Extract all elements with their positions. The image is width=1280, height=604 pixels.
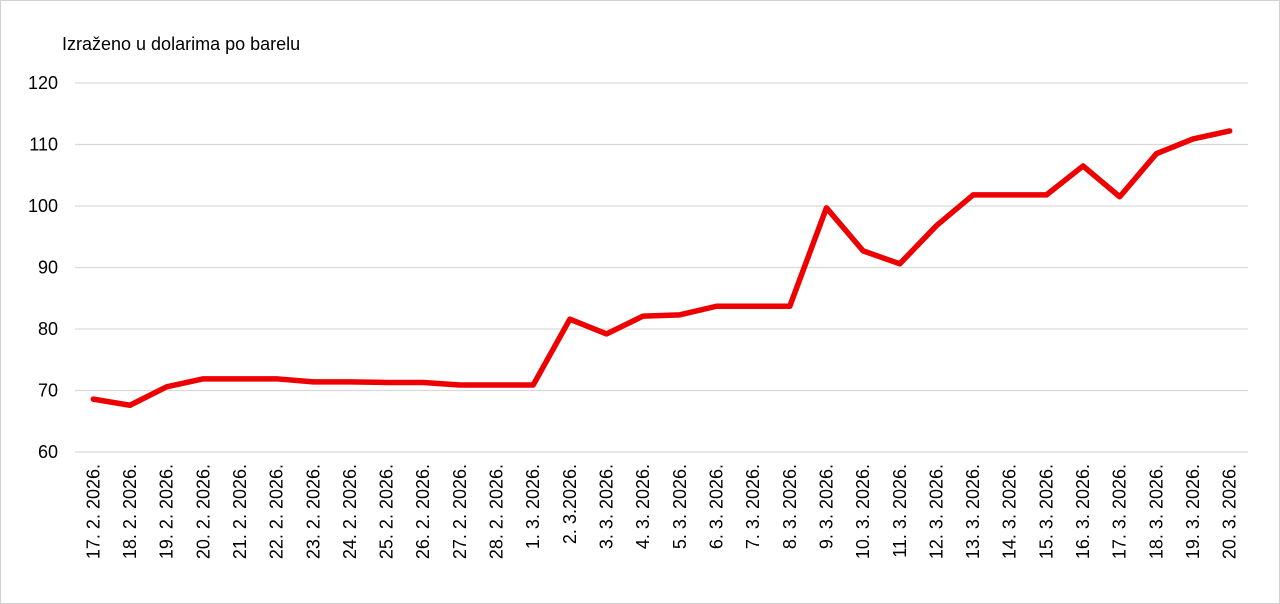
x-tick-label: 15. 3. 2026. bbox=[1036, 464, 1056, 559]
x-tick-label: 28. 2. 2026. bbox=[487, 464, 507, 559]
x-tick-label: 9. 3. 2026. bbox=[816, 464, 836, 549]
x-tick-label: 13. 3. 2026. bbox=[963, 464, 983, 559]
x-tick-label: 17. 3. 2026. bbox=[1110, 464, 1130, 559]
y-tick-label: 60 bbox=[38, 442, 58, 462]
x-tick-label: 6. 3. 2026. bbox=[706, 464, 726, 549]
x-tick-label: 22. 2. 2026. bbox=[267, 464, 287, 559]
x-tick-label: 1. 3. 2026. bbox=[523, 464, 543, 549]
x-tick-label: 16. 3. 2026. bbox=[1073, 464, 1093, 559]
x-tick-label: 20. 2. 2026. bbox=[193, 464, 213, 559]
x-tick-label: 27. 2. 2026. bbox=[450, 464, 470, 559]
x-tick-label: 19. 2. 2026. bbox=[157, 464, 177, 559]
x-tick-label: 18. 2. 2026. bbox=[120, 464, 140, 559]
y-tick-label: 80 bbox=[38, 319, 58, 339]
y-tick-label: 90 bbox=[38, 258, 58, 278]
x-tick-label: 10. 3. 2026. bbox=[853, 464, 873, 559]
x-tick-label: 14. 3. 2026. bbox=[1000, 464, 1020, 559]
y-tick-label: 110 bbox=[29, 135, 58, 155]
x-tick-label: 2. 3.2026. bbox=[560, 464, 580, 544]
x-tick-label: 24. 2. 2026. bbox=[340, 464, 360, 559]
x-tick-label: 25. 2. 2026. bbox=[377, 464, 397, 559]
x-tick-label: 12. 3. 2026. bbox=[926, 464, 946, 559]
x-tick-label: 7. 3. 2026. bbox=[743, 464, 763, 549]
x-tick-label: 4. 3. 2026. bbox=[633, 464, 653, 549]
x-tick-label: 11. 3. 2026. bbox=[890, 464, 910, 558]
data-line bbox=[90, 128, 1233, 409]
x-tick-label: 8. 3. 2026. bbox=[780, 464, 800, 549]
y-tick-label: 120 bbox=[28, 73, 58, 93]
x-tick-label: 5. 3. 2026. bbox=[670, 464, 690, 549]
x-tick-label: 26. 2. 2026. bbox=[413, 464, 433, 559]
y-tick-label: 70 bbox=[38, 381, 58, 401]
x-tick-label: 18. 3. 2026. bbox=[1146, 464, 1166, 559]
x-tick-label: 23. 2. 2026. bbox=[303, 464, 323, 559]
x-tick-label: 21. 2. 2026. bbox=[230, 464, 250, 559]
x-tick-label: 19. 3. 2026. bbox=[1183, 464, 1203, 559]
x-tick-label: 17. 2. 2026. bbox=[83, 464, 103, 559]
y-tick-label: 100 bbox=[28, 196, 58, 216]
y-axis-label: Izraženo u dolarima po barelu bbox=[62, 34, 300, 54]
x-tick-label: 20. 3. 2026. bbox=[1220, 464, 1240, 559]
x-tick-label: 3. 3. 2026. bbox=[597, 464, 617, 549]
